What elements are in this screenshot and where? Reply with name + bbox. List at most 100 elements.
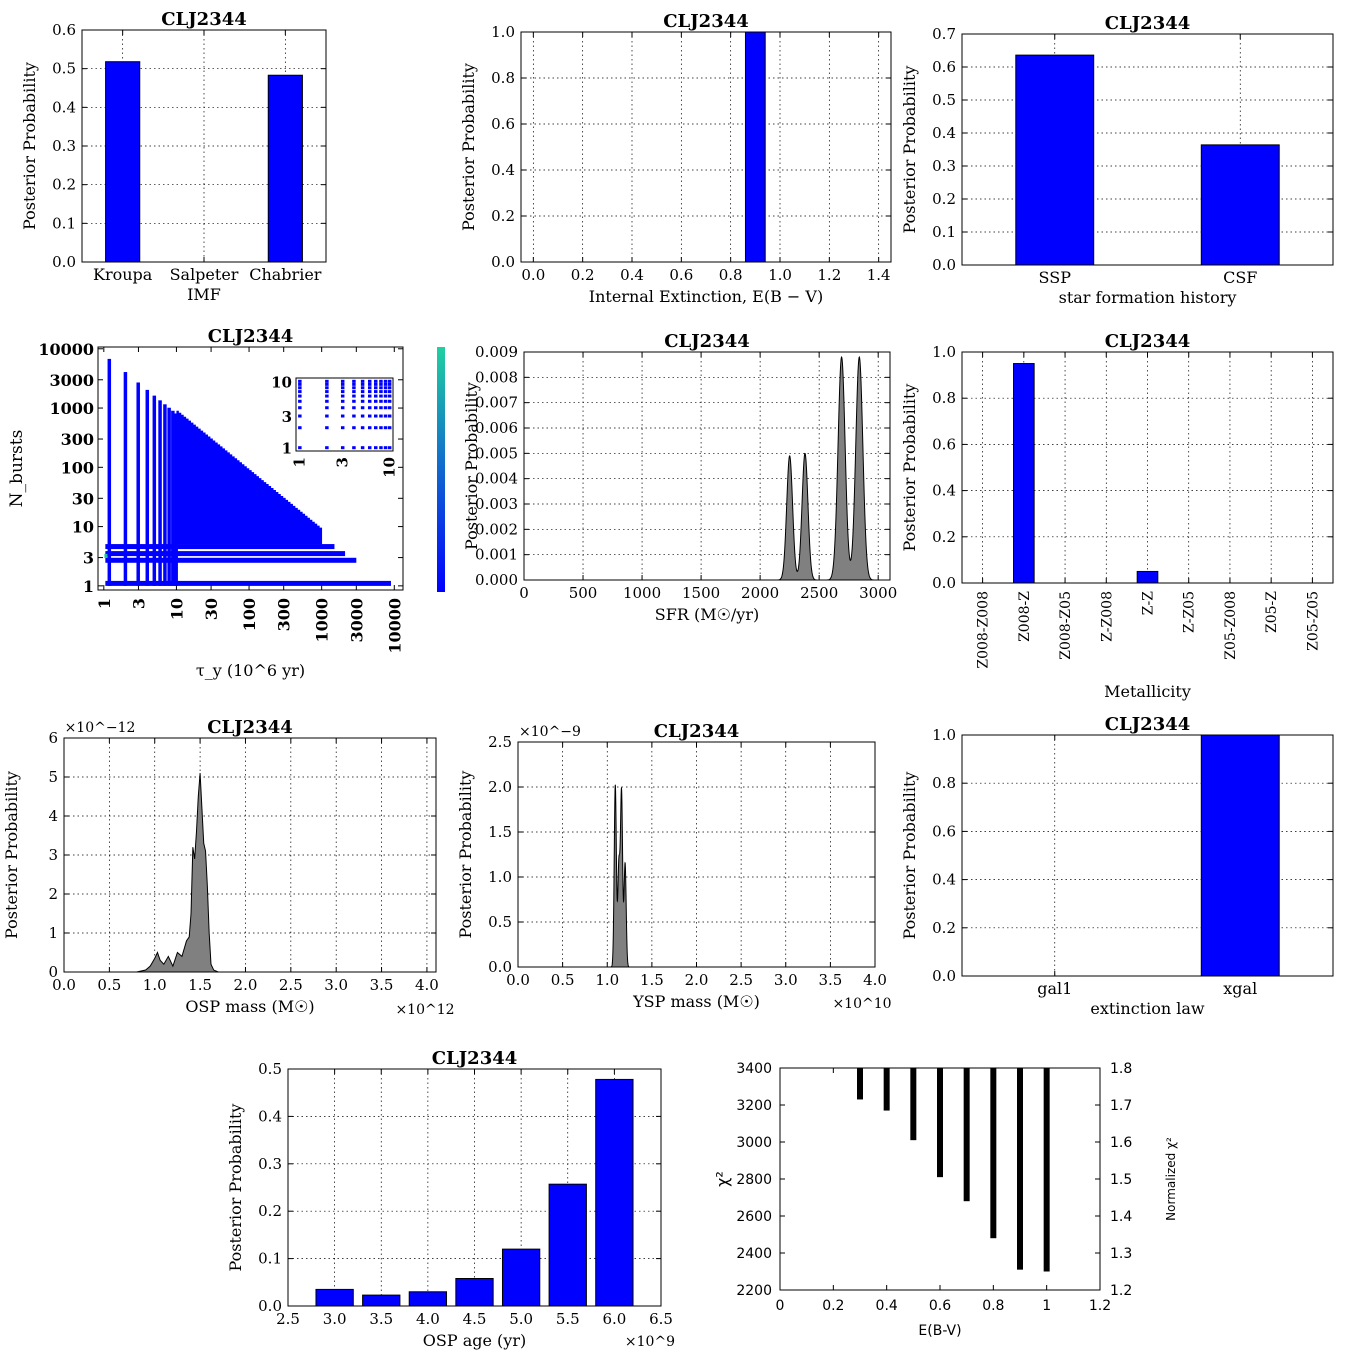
bar [267, 74, 303, 263]
x-axis-label: OSP age (yr) [423, 1331, 526, 1350]
bar [315, 1288, 354, 1307]
y-tick-label: 0.0 [488, 958, 512, 976]
axes-frame [81, 29, 327, 263]
bar [501, 1248, 541, 1307]
chart-sfh: CLJ2344 Posterior Probability 0.0 0.1 0.2 0.3… [900, 13, 1334, 307]
y-tick-label: 0.4 [491, 161, 515, 179]
y-tick-label: 0.0 [52, 253, 76, 271]
y-axis-label: N_bursts [7, 430, 27, 508]
bar [1136, 570, 1159, 584]
inset-cell [387, 394, 392, 398]
inset-cell [387, 386, 392, 390]
x-axis-label: extinction law [1090, 999, 1205, 1018]
inset-cell [298, 426, 302, 430]
chart-title: CLJ2344 [663, 11, 749, 32]
y-tick-label: 0.4 [932, 871, 956, 889]
y-tick-label: 1000 [49, 399, 94, 418]
scatter-column [937, 1068, 943, 1178]
x-tick-label: 1.4 [867, 266, 891, 284]
y-tick-label: 0.4 [932, 482, 956, 500]
inset-cell [387, 426, 392, 430]
chart-ext: CLJ2344 Posterior Probability 0.0 0.2 0.4 0.6… [459, 11, 892, 306]
inset-cell [383, 394, 388, 398]
inset-cell [352, 382, 356, 386]
x-tick-label: Z008-Z05 [1058, 591, 1074, 660]
heatmap-column [123, 372, 128, 586]
inset-cell [340, 414, 345, 418]
y-tick-label: 0.8 [491, 69, 515, 87]
inset-cell [387, 399, 392, 403]
y-tick-label: 2200 [736, 1283, 772, 1299]
x-tick-label: 4.0 [415, 976, 439, 994]
chart-title: CLJ2344 [208, 326, 294, 347]
inset-cell [373, 379, 378, 383]
y-tick-label: 0.006 [475, 419, 518, 437]
y-tick-label: 0.009 [475, 343, 518, 361]
y-tick-label: 0.1 [52, 214, 76, 232]
chart-title: CLJ2344 [664, 331, 750, 352]
x-axis-label: E(B-V) [918, 1323, 961, 1339]
x-axis-label: OSP mass (M☉) [185, 997, 314, 1016]
chart-osp: CLJ2344 Posterior Probability 0 1 2 3 4 5 6 0.0 0.… [2, 717, 455, 1018]
inset-cell [360, 386, 365, 390]
x-tick-label: 30 [202, 598, 221, 620]
y-tick-label: 0.1 [258, 1250, 282, 1268]
inset-x-tick-label: 1 [291, 457, 309, 467]
y-tick-label: 1 [83, 577, 94, 596]
x-exponent: ×10^10 [832, 996, 891, 1012]
y-tick-label: 10000 [38, 340, 94, 359]
x-tick-label: 0.5 [97, 976, 121, 994]
x-tick-label: 10 [167, 598, 186, 620]
inset-y-tick-label: 3 [282, 408, 292, 426]
y-tick-label: 0.007 [475, 394, 518, 412]
x-tick-label: 1.0 [143, 976, 167, 994]
y-tick-label: 0.4 [932, 124, 956, 142]
y-axis-label: Posterior Probability [462, 382, 481, 550]
x-tick-label: Z008-Z008 [976, 591, 992, 669]
y-tick-label: 0.6 [52, 21, 76, 39]
y-exponent: ×10^−9 [519, 724, 581, 740]
inset-cell [367, 414, 372, 418]
x-tick-label: 1 [1042, 1298, 1051, 1314]
inset-cell [379, 382, 383, 386]
density-curve [607, 784, 635, 968]
inset-cell [360, 406, 365, 410]
y-tick-label: 2800 [736, 1172, 772, 1188]
axes-frame [97, 346, 404, 591]
inset-cell [373, 394, 378, 398]
y-tick-label: 0.2 [932, 919, 956, 937]
y-tick-label: 4 [48, 807, 58, 825]
y-tick-label: 0.001 [475, 546, 518, 564]
x-exponent: ×10^9 [625, 1334, 675, 1350]
inset-cell [352, 394, 356, 398]
y-tick-label: 5 [48, 768, 58, 786]
inset-cell [298, 446, 302, 450]
inset-cell [367, 426, 372, 430]
inset-cell [352, 446, 356, 450]
inset-cell [340, 379, 345, 383]
y-tick-label: 0.3 [52, 137, 76, 155]
inset-cell [360, 379, 365, 383]
heatmap-column [107, 358, 112, 586]
y-tick-label: 0.3 [932, 157, 956, 175]
inset-cell [340, 399, 345, 403]
colorbar [437, 347, 445, 592]
y-tick-label: 0.2 [932, 528, 956, 546]
y2-tick-label: 1.5 [1110, 1172, 1132, 1188]
axes-frame [63, 737, 437, 973]
heatmap-column [163, 404, 167, 586]
y-tick-label: 0.1 [932, 223, 956, 241]
x-tick-label: Z05-Z008 [1223, 591, 1239, 660]
heatmap-highlight [104, 553, 108, 558]
y-axis-label: Posterior Probability [900, 66, 919, 234]
x-tick-label: 3.5 [369, 1310, 393, 1328]
inset-cell [340, 390, 345, 394]
inset-cell [373, 390, 378, 394]
x-axis-label: YSP mass (M☉) [632, 992, 760, 1011]
x-tick-label: 0.6 [669, 266, 693, 284]
x-tick-label: 100 [240, 598, 259, 631]
y-tick-label: 0.6 [491, 115, 515, 133]
y-tick-label: 0.008 [475, 368, 518, 386]
axes-frame [961, 351, 1334, 584]
y-tick-label: 3000 [736, 1135, 772, 1151]
